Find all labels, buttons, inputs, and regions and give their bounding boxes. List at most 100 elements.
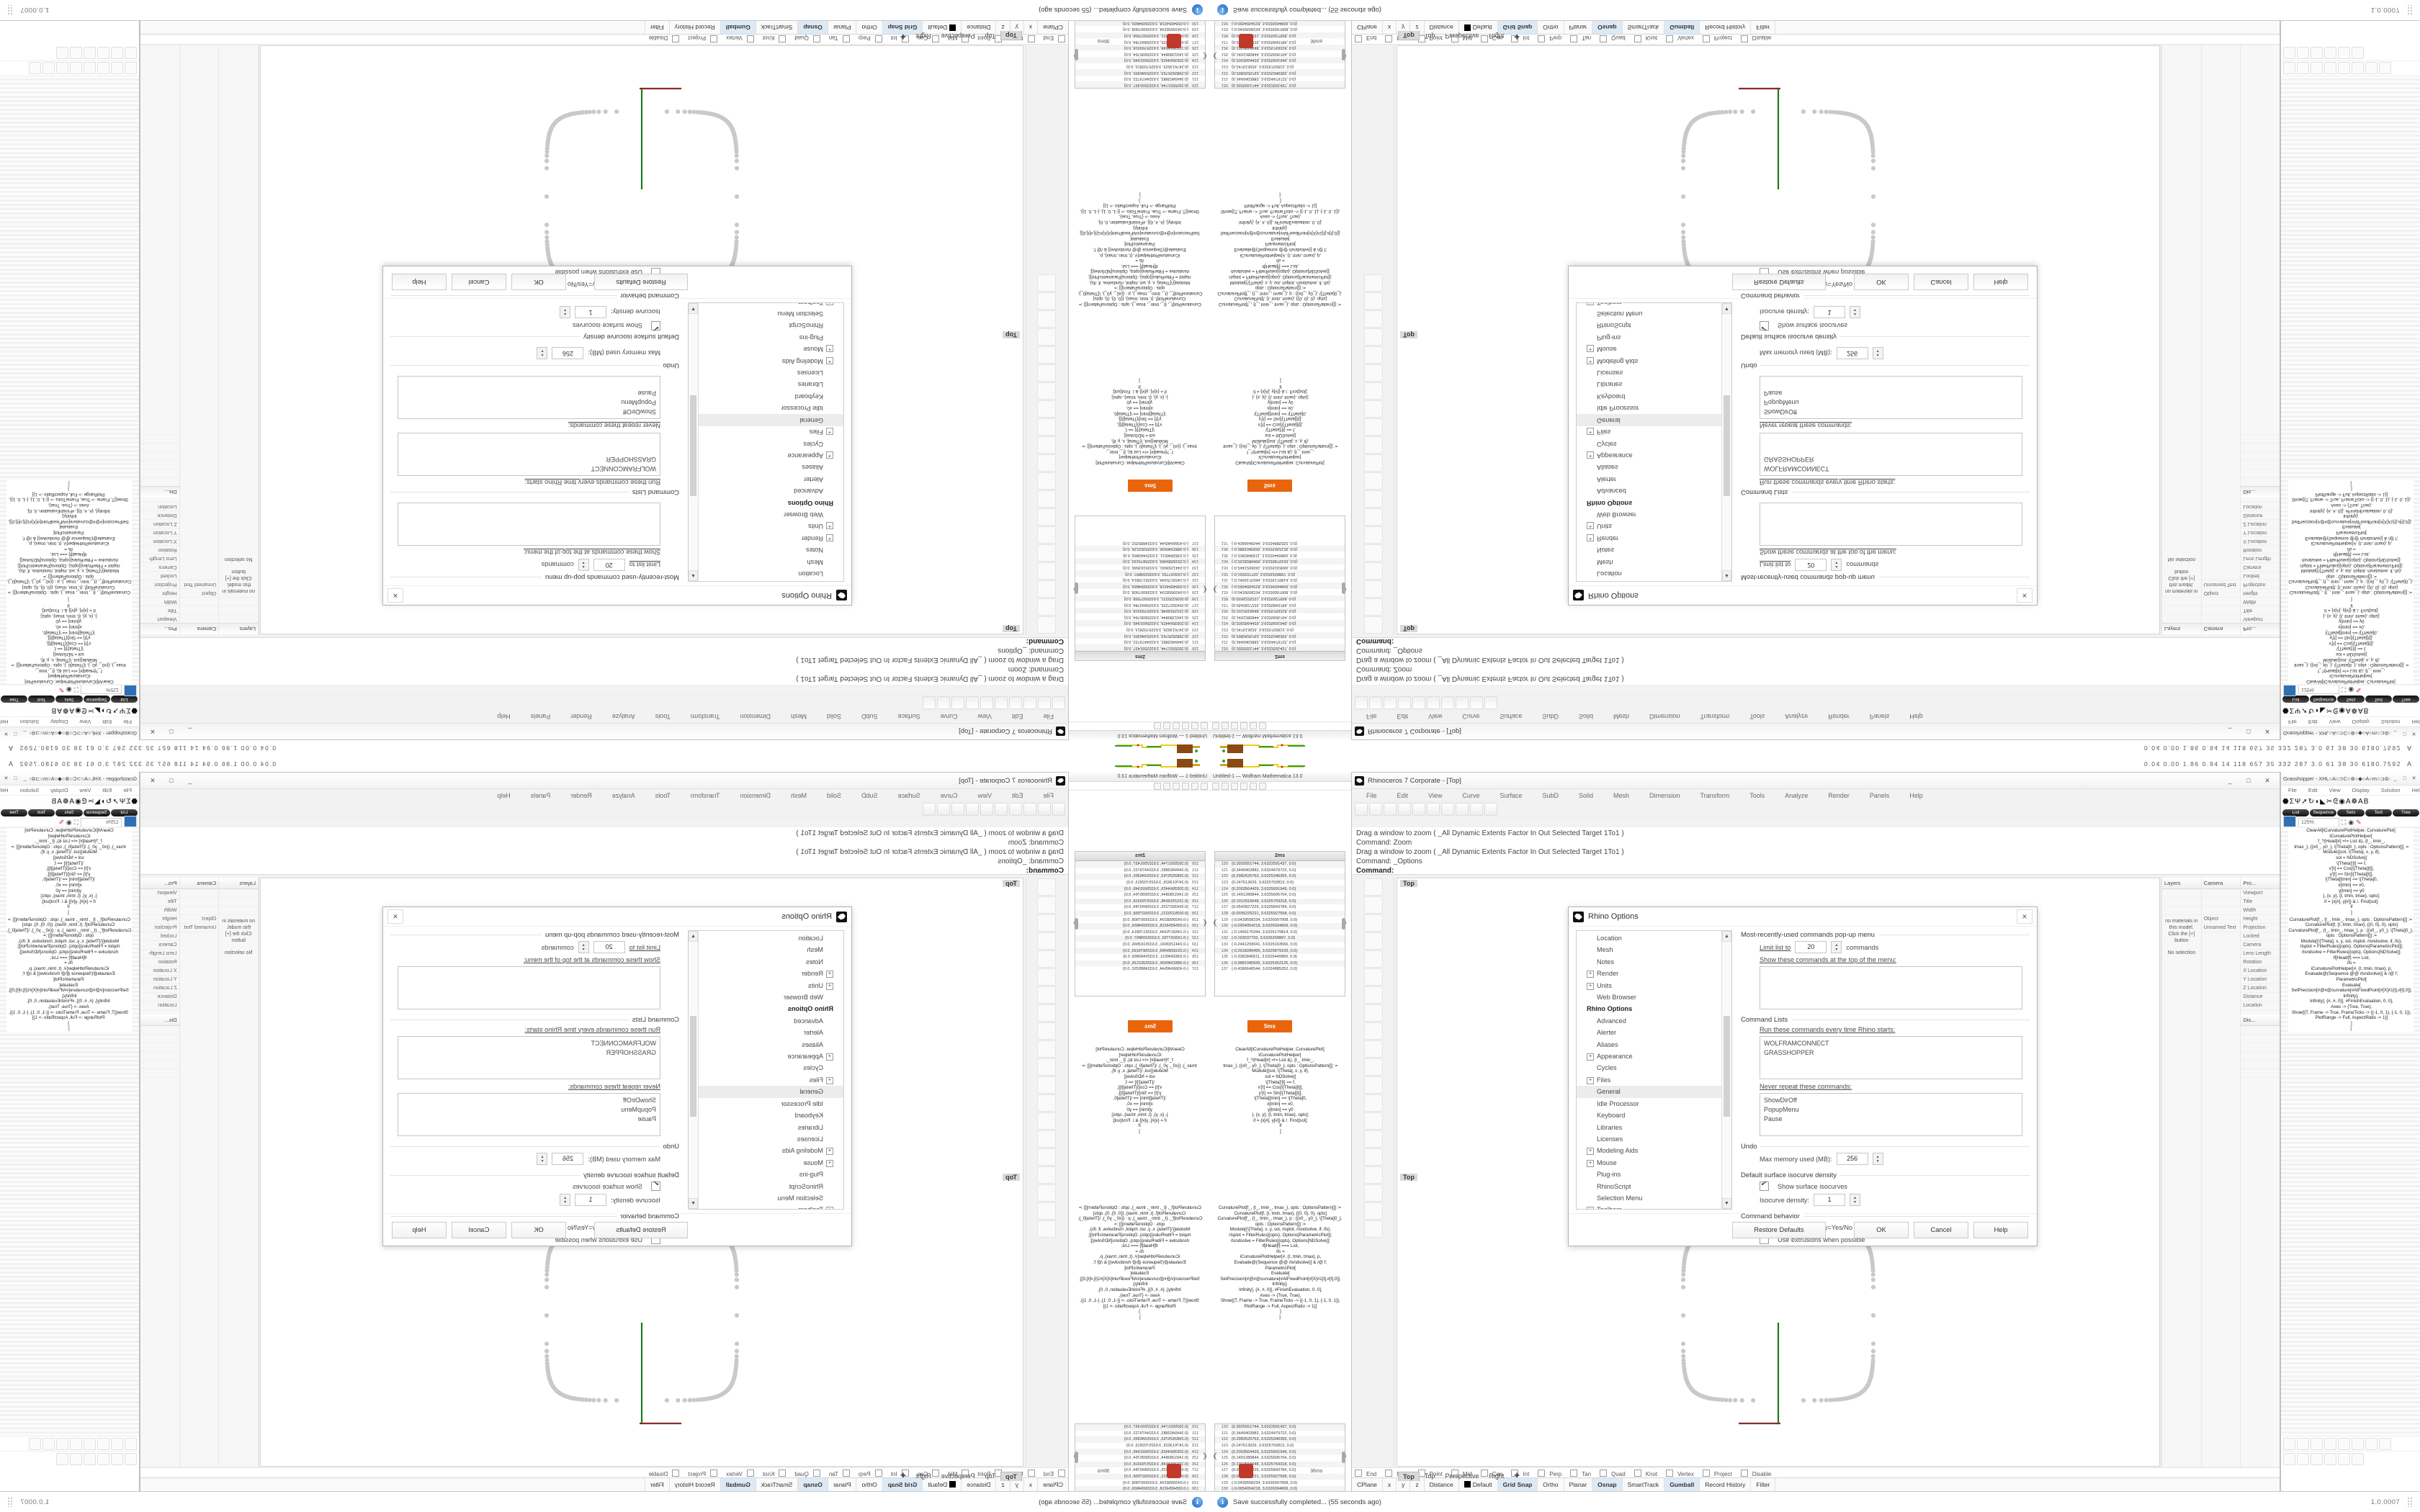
gh-tab-sets[interactable]: Sets (2337, 696, 2365, 703)
osnap-checkbox[interactable] (1355, 35, 1362, 43)
menu-item-mesh[interactable]: Mesh (1603, 792, 1639, 799)
preview-eye-icon[interactable]: ◉ (2348, 818, 2354, 826)
bake-icon[interactable]: ✎ (58, 686, 64, 694)
display-row[interactable] (2241, 1069, 2280, 1078)
tool-button[interactable] (1364, 932, 1383, 950)
panel-layers[interactable]: Layers no materials in this model. Click… (2161, 45, 2201, 634)
options-tree-item-files[interactable]: + Files (689, 1074, 843, 1086)
osnap-checkbox[interactable] (1634, 35, 1641, 43)
status-cplane[interactable]: CPlane (1037, 1478, 1068, 1491)
expand-plus-icon[interactable]: + (826, 982, 833, 990)
toolbar-icon[interactable] (1201, 782, 1208, 790)
options-tree-item-libraries[interactable]: Libraries (689, 379, 843, 390)
options-tree-scrollbar[interactable]: ▲ ▼ (689, 303, 699, 581)
status-layer[interactable]: Default (1459, 1478, 1498, 1491)
osnap-checkbox[interactable] (1600, 35, 1608, 43)
options-tree-item-rhino-options[interactable]: Rhino Options (1577, 1003, 1731, 1014)
rhino-right-panels[interactable]: Layers no materials in this model. Click… (140, 45, 259, 634)
tool-button[interactable] (1364, 1058, 1383, 1076)
camera-row[interactable] (179, 898, 219, 906)
menu-item-render[interactable]: Render (560, 792, 602, 799)
help-button[interactable]: Help (392, 1221, 447, 1238)
toolbar-button[interactable] (923, 696, 936, 709)
menu-item-analyze[interactable]: Analyze (602, 714, 645, 721)
gh-tab-sets[interactable]: Sets (55, 809, 83, 816)
minimize-button[interactable]: _ (2228, 728, 2232, 735)
gh-menu-item-help[interactable]: Help (2406, 719, 2420, 725)
toolbar-icon[interactable] (1173, 722, 1180, 730)
rhino-command-history[interactable]: Drag a window to zoom ( _All Dynamic Ext… (140, 637, 1068, 685)
osnap-item-disable[interactable]: Disable (1738, 35, 1778, 43)
options-tree-item-cycles[interactable]: Cycles (1577, 1062, 1731, 1074)
menu-item-transform[interactable]: Transform (681, 792, 730, 799)
isocurve-density-input[interactable]: 1 (575, 306, 607, 318)
max-memory-stepper[interactable]: ▴ ▾ (1872, 347, 1883, 359)
osnap-checkbox[interactable] (842, 35, 850, 43)
osnap-checkbox[interactable] (874, 35, 882, 43)
footer-icon[interactable] (70, 1437, 82, 1450)
isocurve-density-input[interactable]: 1 (1813, 1194, 1845, 1206)
toolbar-button[interactable] (1398, 696, 1411, 709)
limit-list-stepper[interactable]: ▴ ▾ (578, 941, 589, 953)
prop-rotation[interactable]: Rotation (140, 958, 179, 967)
panel-properties[interactable]: Pro... Viewport Title Width Height Proje… (140, 45, 180, 634)
limit-list-input[interactable]: 20 (1795, 941, 1827, 953)
ok-button[interactable]: OK (511, 1221, 566, 1238)
tool-button[interactable] (1037, 274, 1056, 292)
tool-button[interactable] (1364, 1004, 1383, 1022)
options-tree-item-plug-ins[interactable]: Plug-ins (1577, 331, 1731, 343)
toolbar-button[interactable] (1355, 696, 1368, 709)
grasshopper-component-icons[interactable]: ⬣ Σ Ψ ➚ ↻ ◗ ◣ ✂ ᘓ ◉ A ❁ A B (2281, 796, 2420, 809)
osnap-item-quad[interactable]: Quad (1597, 35, 1631, 43)
osnap-checkbox[interactable] (1538, 35, 1546, 43)
minimize-button[interactable]: _ (188, 728, 192, 735)
options-tree-item-aliases[interactable]: Aliases (1577, 1039, 1731, 1050)
toolbar-button[interactable] (951, 696, 964, 709)
rhino-right-panels[interactable]: Layers no materials in this model. Click… (140, 878, 259, 1467)
osnap-checkbox[interactable] (1740, 1469, 1748, 1477)
options-tree-item-location[interactable]: Location (689, 568, 843, 580)
prop-location[interactable]: Location (140, 502, 179, 510)
viewport-tab-top-1[interactable]: Top (1000, 31, 1022, 40)
menu-item-tools[interactable]: Tools (1739, 792, 1775, 799)
maximize-button[interactable]: □ (169, 728, 174, 735)
toggle-osnap[interactable]: Osnap (1592, 21, 1623, 34)
maximize-button[interactable]: □ (2246, 777, 2251, 784)
grid-scroll-thumb[interactable] (1075, 582, 1078, 594)
toggle-ortho[interactable]: Ortho (856, 1478, 882, 1491)
twist-icon[interactable]: ᘓ (81, 706, 87, 714)
panel-layers[interactable]: Layers no materials in this model. Click… (2161, 878, 2201, 1467)
toolbar-button[interactable] (937, 803, 950, 816)
panel-tab-layers[interactable]: Layers (219, 878, 258, 889)
prop-locked[interactable]: Locked (140, 571, 179, 580)
toggle-smarttrack[interactable]: SmartTrack (755, 21, 798, 34)
menu-item-edit[interactable]: Edit (1002, 714, 1034, 721)
display-row[interactable] (2241, 434, 2280, 443)
startup-commands-listbox[interactable]: WOLFRAMCONNECT GRASSHOPPER (1760, 433, 2022, 476)
tool-button[interactable] (1364, 292, 1383, 310)
options-tree-item-appearance[interactable]: + Appearance (1577, 450, 1731, 462)
maximize-button[interactable]: □ (14, 775, 17, 781)
footer-icon[interactable] (2297, 47, 2309, 60)
options-tree-item-selection-menu[interactable]: Selection Menu (689, 308, 843, 320)
menu-item-mesh[interactable]: Mesh (1603, 714, 1639, 721)
gh-menu-item-display[interactable]: Display (45, 787, 73, 793)
bake-icon[interactable]: ✎ (2356, 818, 2362, 826)
options-tree-item-alerter[interactable]: Alerter (689, 473, 843, 485)
gh-menu-item-help[interactable]: Help (0, 719, 14, 725)
toolbar-icon[interactable] (1163, 782, 1170, 790)
options-tree-item-licenses[interactable]: Licenses (1577, 1133, 1731, 1145)
preview-eye-icon[interactable]: ◉ (2348, 686, 2354, 694)
isocurve-density-input[interactable]: 1 (1813, 306, 1845, 318)
viewport-tab-perspective[interactable]: Perspective (941, 1472, 975, 1480)
prop-locked[interactable]: Locked (2241, 932, 2280, 941)
menu-item-help[interactable]: Help (1899, 714, 1933, 721)
menu-item-tools[interactable]: Tools (645, 714, 681, 721)
menu-item-view[interactable]: View (968, 792, 1002, 799)
toggle-osnap[interactable]: Osnap (1592, 1478, 1623, 1491)
scroll-up-arrow[interactable]: ▲ (1722, 931, 1731, 942)
prop-width[interactable]: Width (2241, 597, 2280, 606)
options-close-button[interactable]: ✕ (2017, 909, 2033, 924)
gh-tab-text[interactable]: Text (2365, 696, 2392, 703)
tool-button[interactable] (1037, 472, 1056, 490)
